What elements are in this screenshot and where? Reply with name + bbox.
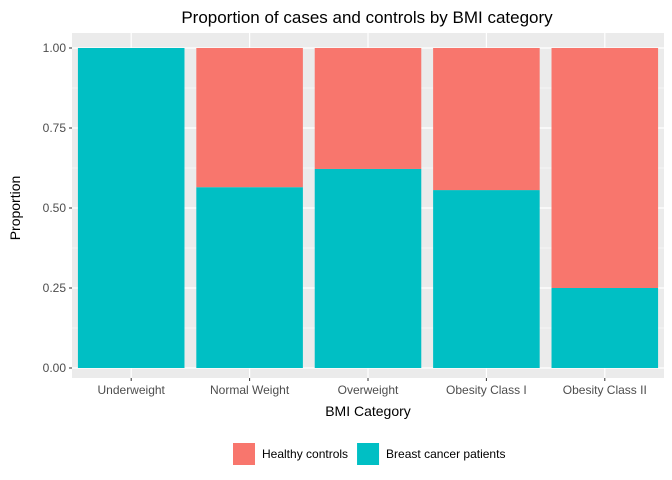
x-tick-label: Obesity Class I: [446, 383, 527, 397]
bars: [77, 48, 659, 368]
y-axis: 0.00 0.25 0.50 0.75 1.00: [43, 41, 72, 375]
bar-breast-cancer-patients-normal-weight: [196, 187, 303, 368]
legend-label: Healthy controls: [262, 447, 348, 461]
bar-breast-cancer-patients-obesity-class-i: [433, 190, 540, 368]
y-tick-label: 0.50: [43, 201, 67, 215]
y-axis-title: Proportion: [7, 176, 23, 241]
y-tick-label: 0.00: [43, 361, 67, 375]
x-tick-label: Underweight: [98, 383, 166, 397]
bar-breast-cancer-patients-overweight: [314, 168, 422, 368]
bar-breast-cancer-patients-underweight: [77, 48, 185, 368]
bar-healthy-controls-obesity-class-ii: [551, 48, 659, 288]
chart-title: Proportion of cases and controls by BMI …: [181, 8, 553, 27]
legend-key-breast-cancer-patients: [357, 443, 380, 465]
x-tick-label: Obesity Class II: [563, 383, 647, 397]
bar-healthy-controls-overweight: [314, 48, 422, 169]
legend-label: Breast cancer patients: [386, 447, 505, 461]
x-tick-label: Overweight: [338, 383, 399, 397]
x-axis-title: BMI Category: [325, 403, 411, 419]
bar-healthy-controls-normal-weight: [196, 48, 303, 188]
bar-healthy-controls-obesity-class-i: [433, 48, 540, 191]
y-tick-label: 0.25: [43, 281, 67, 295]
x-axis: Underweight Normal Weight Overweight Obesit…: [98, 378, 647, 397]
legend: Healthy controls Breast cancer patients: [233, 443, 505, 465]
x-tick-label: Normal Weight: [210, 383, 290, 397]
bar-breast-cancer-patients-obesity-class-ii: [551, 288, 659, 368]
y-tick-label: 0.75: [43, 121, 67, 135]
y-tick-label: 1.00: [43, 41, 67, 55]
legend-key-healthy-controls: [233, 443, 255, 465]
